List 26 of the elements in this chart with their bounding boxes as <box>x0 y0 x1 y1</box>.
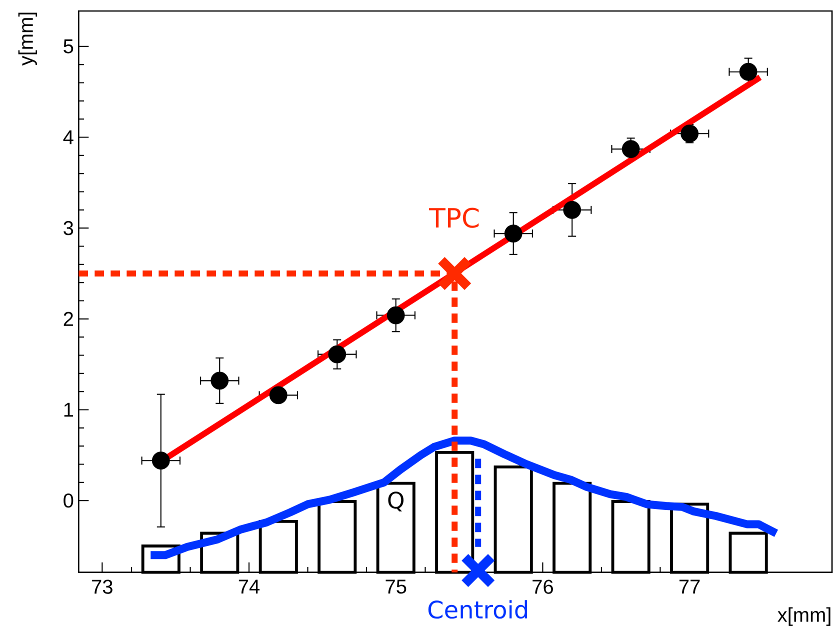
x-tick-label: 75 <box>386 580 406 594</box>
point <box>210 372 229 390</box>
annotation: Centroid <box>428 600 527 619</box>
y-axis-title: y[mm] <box>18 12 37 66</box>
point <box>328 345 346 364</box>
x-tick-label: 73 <box>92 580 112 594</box>
y-tick-label: 2 <box>64 312 73 326</box>
x-tick-label: 77 <box>679 580 700 594</box>
x-tick-label: 74 <box>238 580 260 594</box>
x-axis-title: x[mm] <box>778 607 830 626</box>
annotation: Q <box>388 492 404 512</box>
point <box>563 200 582 219</box>
y-tick-label: 0 <box>64 493 74 508</box>
annotation: TPC <box>429 208 479 228</box>
y-tick-label: 4 <box>63 130 74 144</box>
point <box>739 62 758 81</box>
x-tick-label: 76 <box>532 580 553 594</box>
point <box>152 452 170 470</box>
y-tick-label: 1 <box>64 402 73 417</box>
point <box>386 306 405 324</box>
point <box>680 124 699 143</box>
point <box>460 552 496 588</box>
point <box>269 386 288 404</box>
point <box>504 224 522 242</box>
y-tick-label: 3 <box>64 220 74 236</box>
y-tick-label: 5 <box>64 39 74 54</box>
